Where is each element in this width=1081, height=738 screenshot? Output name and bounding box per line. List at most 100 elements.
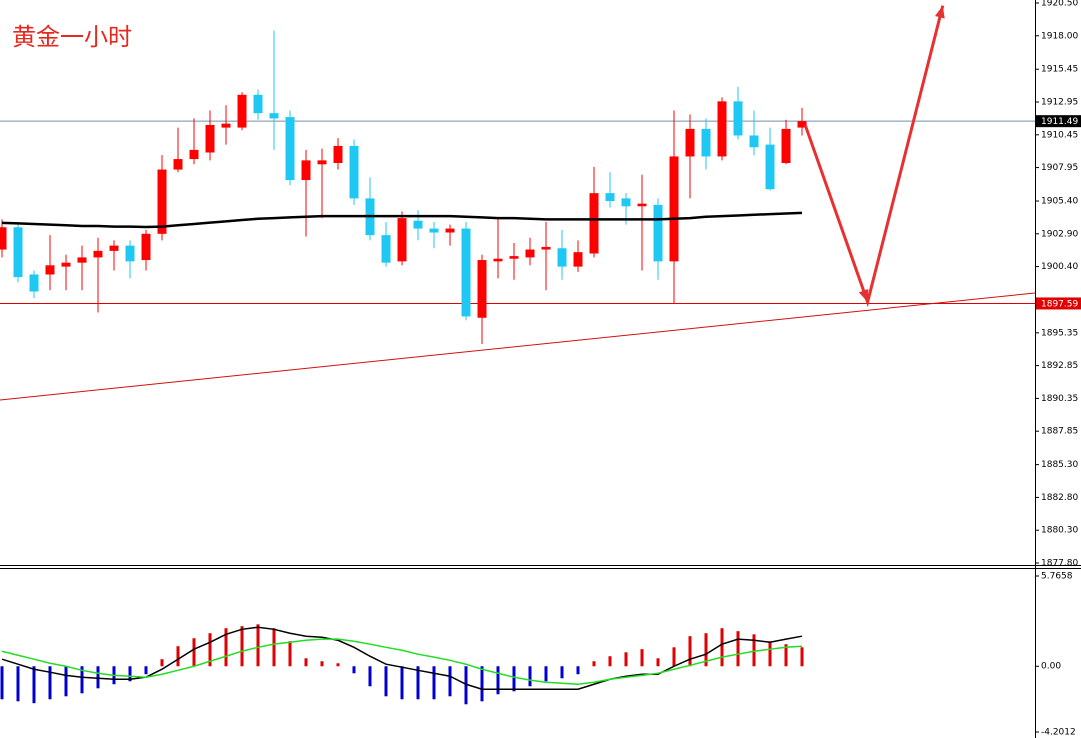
candle-body [765, 144, 775, 190]
candle-body [253, 94, 263, 114]
histogram-bar [240, 626, 244, 667]
histogram-bar [192, 638, 196, 667]
histogram-bar [400, 666, 404, 700]
arrow-head [935, 5, 945, 19]
histogram-bar [800, 647, 804, 667]
candle-body [93, 250, 103, 258]
histogram-bar [208, 633, 212, 667]
histogram-bar [224, 628, 228, 667]
candle-body [413, 220, 423, 229]
candle-body [589, 193, 599, 254]
candle-body [493, 258, 503, 262]
candle-body [125, 245, 135, 262]
candle-body [221, 123, 231, 128]
y-tick-label: 1910.45 [1041, 130, 1078, 140]
y-tick-label: 1905.40 [1041, 197, 1078, 207]
histogram-bar [320, 661, 324, 667]
y-tick-label: 1877.80 [1041, 559, 1078, 569]
histogram-bar [752, 634, 756, 667]
candle-body [333, 145, 343, 163]
price-label-box [1036, 115, 1081, 128]
candle-body [573, 252, 583, 267]
candle-body [701, 128, 711, 157]
candle-body [205, 124, 215, 153]
histogram-bar [656, 658, 660, 667]
indicator-line [1, 638, 803, 685]
y-tick-label: 1920.50 [1041, 0, 1078, 9]
candle-body [445, 228, 455, 233]
y-tick-label: 1902.90 [1041, 229, 1078, 239]
y-tick-label: 5.7658 [1041, 572, 1073, 582]
histogram-bar [768, 641, 772, 667]
histogram-bar [576, 666, 580, 675]
candle-body [621, 198, 631, 207]
chart-title: 黄金一小时 [12, 23, 132, 51]
histogram-bar [432, 666, 436, 700]
candle-body [13, 227, 23, 278]
histogram-bar [96, 666, 100, 689]
histogram-bar [176, 646, 180, 667]
arrow-head [858, 289, 869, 303]
y-tick-label: 1885.30 [1041, 460, 1078, 470]
candle-body [61, 262, 71, 267]
histogram-bar [496, 666, 500, 695]
y-tick-label: 1895.35 [1041, 328, 1078, 338]
y-tick-label: 1880.30 [1041, 526, 1078, 536]
trend-line [0, 292, 1036, 401]
histogram-bar [336, 663, 340, 667]
candle-body [45, 265, 55, 275]
histogram-bar [256, 624, 260, 667]
candle-body [605, 193, 615, 202]
y-tick-label: 1918.00 [1041, 31, 1078, 41]
histogram-bar [288, 641, 292, 667]
histogram-bar [0, 666, 4, 700]
candle-body [77, 257, 87, 263]
y-tick-label: 1907.95 [1041, 163, 1078, 173]
moving-average [1, 211, 803, 229]
candle-body [669, 156, 679, 262]
candle-body [157, 169, 167, 234]
histogram-bar [448, 666, 452, 697]
price-label-box [1036, 297, 1081, 310]
histogram-bar [560, 666, 564, 679]
candle-body [557, 248, 567, 267]
candle-body [237, 94, 247, 128]
histogram-bar [32, 666, 36, 704]
histogram-bar [624, 652, 628, 667]
candle-body [525, 249, 535, 258]
histogram-bar [16, 666, 20, 702]
price-label: 1897.59 [1041, 299, 1078, 309]
histogram-bar [608, 656, 612, 667]
histogram-bar [544, 666, 548, 682]
candle-body [141, 233, 151, 261]
histogram-bar [304, 658, 308, 667]
histogram-bar [384, 666, 388, 697]
y-tick-label: 0.00 [1041, 662, 1061, 672]
histogram-bar [592, 661, 596, 667]
histogram-bar [672, 647, 676, 667]
candle-body [477, 260, 487, 318]
y-tick-label: 1912.95 [1041, 98, 1078, 108]
candle-body [317, 160, 327, 165]
histogram-bar [144, 666, 148, 675]
candle-body [269, 113, 279, 119]
histogram-bar [688, 636, 692, 667]
histogram-bar [352, 666, 356, 674]
histogram-bar [272, 628, 276, 667]
candle-body [429, 228, 439, 233]
candle-body [381, 235, 391, 263]
candle-body [733, 101, 743, 136]
candle-body [285, 117, 295, 181]
histogram-bar [160, 659, 164, 667]
candle-body [685, 128, 695, 157]
candle-body [541, 246, 551, 250]
y-tick-label: 1882.80 [1041, 493, 1078, 503]
y-tick-label: 1887.85 [1041, 427, 1078, 437]
candle-body [397, 218, 407, 262]
y-tick-label: 1900.40 [1041, 262, 1078, 272]
candle-body [0, 227, 7, 250]
histogram-bar [480, 666, 484, 702]
